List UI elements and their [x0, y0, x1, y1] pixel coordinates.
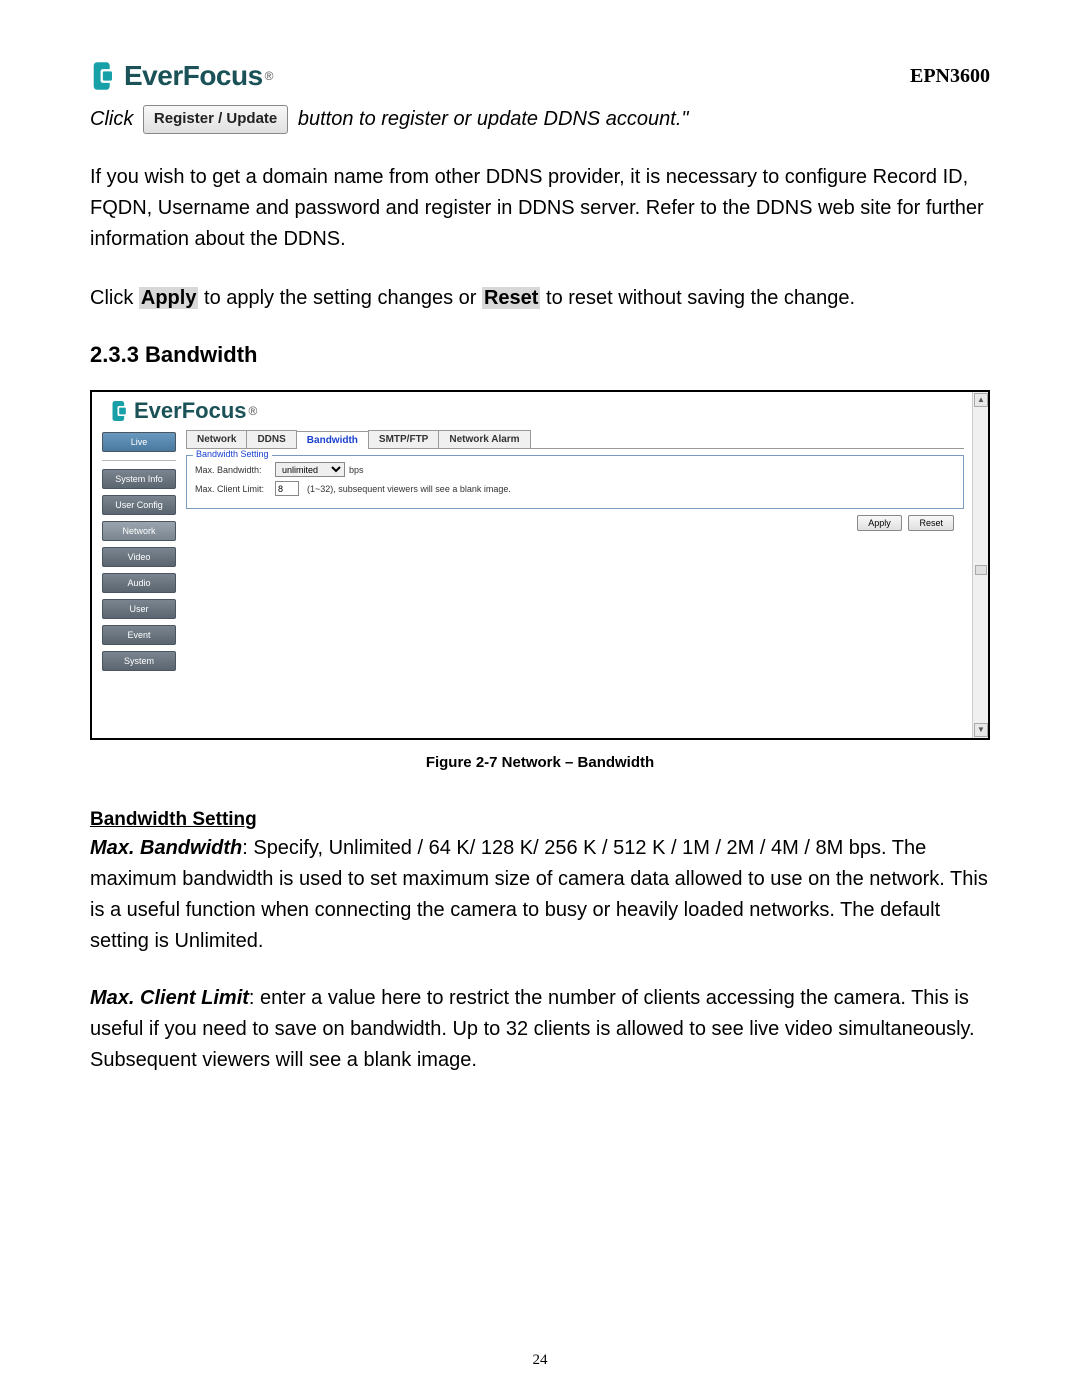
brand-name: EverFocus [124, 60, 263, 92]
sidebar-item-live[interactable]: Live [102, 432, 176, 452]
brand-logo: EverFocus ® [90, 60, 274, 92]
tab-network-alarm[interactable]: Network Alarm [438, 430, 530, 448]
term-max-client-limit: Max. Client Limit [90, 987, 249, 1009]
tab-row: Network DDNS Bandwidth SMTP/FTP Network … [186, 430, 964, 449]
tab-ddns[interactable]: DDNS [246, 430, 296, 448]
max-client-limit-label: Max. Client Limit: [195, 484, 275, 494]
scroll-thumb[interactable] [975, 565, 987, 575]
figure-content: EverFocus ® Live System Info User Config… [92, 392, 972, 738]
subhead-bandwidth-setting: Bandwidth Setting [90, 809, 990, 831]
apply-label: Apply [139, 287, 199, 309]
sidebar-divider [102, 460, 176, 461]
page-number: 24 [0, 1352, 1080, 1369]
registered-mark: ® [249, 404, 258, 418]
max-client-limit-input[interactable] [275, 481, 299, 496]
action-row: Apply Reset [186, 515, 964, 531]
fieldset-legend: Bandwidth Setting [193, 449, 272, 459]
desc-max-client-limit: Max. Client Limit: enter a value here to… [90, 983, 990, 1076]
client-limit-hint: (1~32), subsequent viewers will see a bl… [307, 484, 511, 494]
figure-caption: Figure 2-7 Network – Bandwidth [90, 754, 990, 771]
sidebar-item-network[interactable]: Network [102, 521, 176, 541]
reset-button[interactable]: Reset [908, 515, 954, 531]
sidebar-item-user[interactable]: User [102, 599, 176, 619]
p2c: to reset without saving the change. [540, 287, 855, 309]
click-word: Click [90, 108, 133, 130]
max-bandwidth-select[interactable]: unlimited [275, 462, 345, 477]
everfocus-icon [90, 60, 118, 92]
apply-reset-paragraph: Click Apply to apply the setting changes… [90, 283, 990, 314]
sidebar-item-audio[interactable]: Audio [102, 573, 176, 593]
bandwidth-fieldset: Bandwidth Setting Max. Bandwidth: unlimi… [186, 455, 964, 509]
desc-max-bandwidth: Max. Bandwidth: Specify, Unlimited / 64 … [90, 833, 990, 957]
scrollbar[interactable]: ▲ ▼ [972, 392, 988, 738]
max-bandwidth-label: Max. Bandwidth: [195, 465, 275, 475]
intro-line: Click Register / Update button to regist… [90, 104, 990, 134]
row-max-bandwidth: Max. Bandwidth: unlimited bps [195, 462, 955, 477]
sidebar-item-user-config[interactable]: User Config [102, 495, 176, 515]
main-panel: Network DDNS Bandwidth SMTP/FTP Network … [182, 426, 972, 738]
reset-label: Reset [482, 287, 540, 309]
section-heading: 2.3.3 Bandwidth [90, 342, 990, 368]
intro-tail: button to register or update DDNS accoun… [298, 108, 689, 130]
ddns-paragraph: If you wish to get a domain name from ot… [90, 162, 990, 255]
registered-mark: ® [265, 69, 274, 83]
apply-button[interactable]: Apply [857, 515, 902, 531]
sidebar-item-system[interactable]: System [102, 651, 176, 671]
fig-brand-name: EverFocus [134, 398, 247, 424]
sidebar: Live System Info User Config Network Vid… [92, 426, 182, 738]
scroll-up-icon[interactable]: ▲ [974, 393, 988, 407]
scroll-down-icon[interactable]: ▼ [974, 723, 988, 737]
figure-screenshot: EverFocus ® Live System Info User Config… [90, 390, 990, 740]
p2a: Click [90, 287, 139, 309]
row-max-client-limit: Max. Client Limit: (1~32), subsequent vi… [195, 481, 955, 496]
fig-brand-row: EverFocus ® [92, 392, 972, 426]
p2b: to apply the setting changes or [198, 287, 482, 309]
term-max-bandwidth: Max. Bandwidth [90, 837, 242, 859]
register-update-button[interactable]: Register / Update [143, 105, 288, 134]
page-header: EverFocus ® EPN3600 [90, 60, 990, 92]
tab-smtpftp[interactable]: SMTP/FTP [368, 430, 439, 448]
sidebar-item-event[interactable]: Event [102, 625, 176, 645]
tab-network[interactable]: Network [186, 430, 247, 448]
model-number: EPN3600 [910, 65, 990, 88]
tab-bandwidth[interactable]: Bandwidth [296, 431, 369, 449]
fig-body: Live System Info User Config Network Vid… [92, 426, 972, 738]
sidebar-item-video[interactable]: Video [102, 547, 176, 567]
bandwidth-unit: bps [349, 465, 364, 475]
everfocus-icon [110, 399, 130, 423]
sidebar-item-system-info[interactable]: System Info [102, 469, 176, 489]
